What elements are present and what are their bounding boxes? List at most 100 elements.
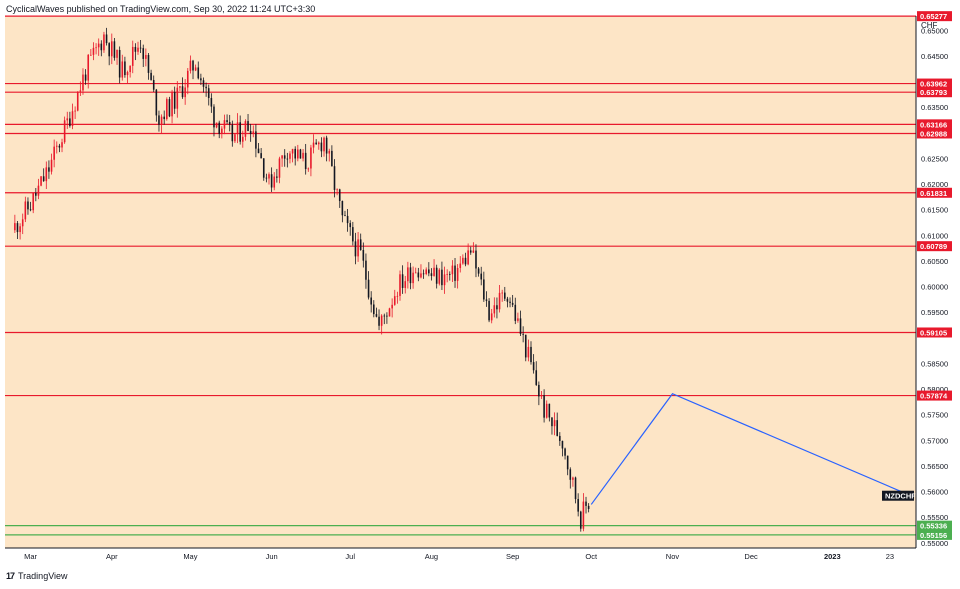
candle-body [29, 209, 32, 211]
resistance-price-label: 0.59105 [920, 328, 947, 337]
candle-body [294, 148, 296, 159]
symbol-label: NZDCHF [885, 492, 916, 501]
candle-body [485, 299, 488, 301]
candle-body [55, 145, 58, 147]
candle-body [113, 41, 116, 58]
support-price-label-bg [917, 529, 952, 540]
x-tick-label: Aug [425, 552, 438, 561]
candle-body [380, 315, 383, 326]
candle-body [247, 121, 249, 132]
candle-body [179, 86, 181, 88]
footer-brand[interactable]: 17 TradingView [6, 571, 68, 581]
candle-body [441, 269, 443, 286]
x-tick-label: May [183, 552, 197, 561]
candle-body [386, 315, 388, 317]
candle-body [218, 122, 221, 134]
candle-body [63, 120, 66, 143]
candle-body [472, 250, 475, 253]
projection-line [590, 392, 912, 505]
candle-body [76, 91, 79, 111]
candle-body [535, 370, 538, 385]
y-tick-label: 0.61500 [921, 206, 948, 215]
candle-body [504, 292, 506, 299]
candle-body [79, 90, 82, 92]
candle-body [448, 273, 451, 275]
brand-text: TradingView [18, 571, 68, 581]
x-tick-label: Oct [585, 552, 598, 561]
candle-body [475, 250, 477, 269]
candle-body [435, 267, 438, 284]
candle-body [257, 148, 260, 154]
candle-body [186, 70, 189, 88]
candle-body [210, 98, 213, 107]
resistance-price-label-bg [917, 327, 952, 338]
candle-body [506, 298, 509, 302]
candle-body [202, 80, 205, 87]
candle-body [105, 34, 108, 44]
y-tick-label: 0.62000 [921, 180, 948, 189]
candle-body [307, 168, 310, 170]
candle-body [493, 305, 496, 314]
candle-body [265, 177, 268, 179]
x-tick-label: Jun [266, 552, 278, 561]
candle-body [192, 60, 194, 71]
candle-body [286, 158, 289, 160]
candle-body [291, 148, 294, 154]
candle-body [333, 166, 336, 190]
candle-body [388, 308, 391, 317]
candle-body [181, 86, 184, 98]
candle-body [312, 142, 315, 148]
resistance-price-label-bg [917, 128, 952, 139]
candle-body [417, 272, 420, 278]
candle-body [422, 273, 425, 275]
x-tick-label: Mar [24, 552, 37, 561]
candle-body [19, 226, 21, 233]
candle-body [352, 227, 354, 242]
candle-body [511, 302, 514, 305]
candle-body [336, 189, 338, 191]
candle-body [462, 257, 464, 264]
candle-body [409, 267, 412, 284]
candle-body [414, 272, 417, 274]
candle-body [527, 346, 530, 358]
y-tick-label: 0.58500 [921, 359, 948, 368]
candle-body [310, 147, 312, 169]
candle-body [438, 269, 441, 284]
resistance-price-label: 0.63962 [920, 80, 947, 89]
resistance-price-label-bg [917, 78, 952, 89]
candle-body [404, 281, 407, 288]
y-tick-label: 0.55000 [921, 539, 948, 548]
candle-body [137, 47, 139, 52]
candle-body [517, 318, 519, 321]
candle-body [456, 267, 459, 281]
candle-body [443, 274, 446, 286]
candle-body [522, 333, 524, 335]
candle-body [587, 505, 590, 509]
candle-body [184, 87, 186, 98]
candle-body [21, 219, 24, 227]
candle-body [572, 477, 574, 480]
candle-body [276, 176, 278, 178]
candle-body [367, 279, 370, 298]
candle-body [370, 297, 372, 305]
candle-body [451, 265, 454, 275]
publisher-line: CyclicalWaves published on TradingView.c… [6, 4, 316, 14]
plot-background [5, 16, 916, 548]
candle-body [129, 65, 131, 73]
candle-body [131, 46, 134, 66]
candle-body [213, 106, 215, 128]
candle-body [532, 362, 535, 371]
candle-body [244, 121, 247, 137]
candle-body [412, 272, 414, 284]
candle-body [349, 223, 352, 228]
candle-body [273, 176, 276, 188]
candle-body [158, 115, 160, 125]
resistance-price-label: 0.61831 [920, 189, 947, 198]
candle-body [281, 155, 283, 159]
candle-body [100, 43, 103, 51]
candle-body [249, 131, 252, 135]
candle-body [121, 61, 124, 78]
candle-body [304, 152, 307, 170]
candle-body [359, 239, 362, 250]
